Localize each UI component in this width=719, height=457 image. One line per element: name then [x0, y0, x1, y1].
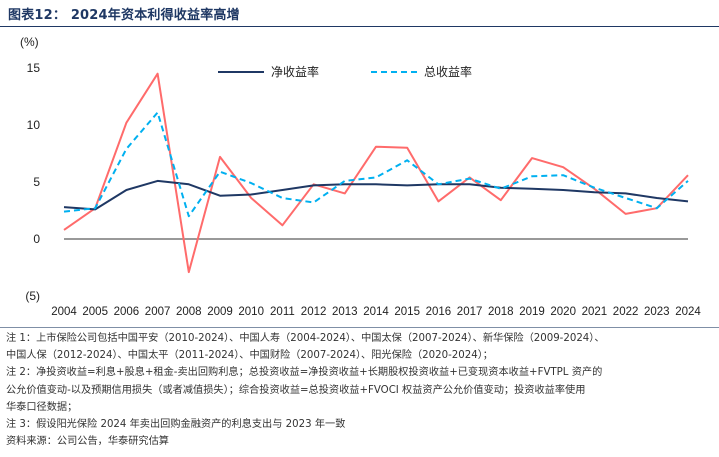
x-tick-label: 2021 [582, 306, 608, 318]
figure-title: 图表12： 2024年资本利得收益率高增 [8, 8, 240, 23]
series-line-0 [63, 179, 689, 211]
series-line-2 [63, 72, 689, 274]
x-tick-label: 2019 [519, 306, 545, 318]
note-line: 华泰口径数据； [6, 401, 78, 413]
x-tick-label: 2007 [145, 306, 171, 318]
note-line: 公允价值变动-以及预期信用损失（或者减值损失）；综合投资收益=总投资收益+FVO… [6, 384, 586, 396]
x-tick-label: 2023 [644, 306, 670, 318]
x-tick-label: 2006 [114, 306, 140, 318]
note-line: 注 1：上市保险公司包括中国平安（2010-2024）、中国人寿（2004-20… [6, 333, 605, 344]
note-line: 注 3：假设阳光保险 2024 年卖出回购金融资产的利息支出与 2023 年一致 [6, 419, 346, 431]
x-tick-label: 2014 [363, 306, 389, 318]
x-tick-label: 2016 [426, 306, 452, 318]
x-tick-label: 2004 [51, 306, 77, 318]
x-tick-label: 2024 [675, 306, 701, 318]
y-tick-label: (5) [25, 289, 40, 303]
y-tick-label: 0 [33, 232, 40, 246]
y-tick-label: 5 [33, 175, 40, 189]
x-tick-label: 2008 [176, 306, 202, 318]
y-axis-labels: 15 10 5 0 (5) [25, 61, 40, 303]
y-axis-unit-label: (%) [20, 35, 39, 49]
legend: 净收益率 总收益率 [218, 64, 472, 79]
x-tick-label: 2015 [394, 306, 420, 318]
source-line: 资料来源：公司公告，华泰研究估算 [6, 436, 169, 448]
notes-divider [0, 327, 719, 328]
x-tick-label: 2022 [613, 306, 639, 318]
title-divider [0, 26, 719, 27]
x-tick-label: 2017 [457, 306, 483, 318]
x-tick-label: 2013 [332, 306, 358, 318]
x-tick-label: 2012 [301, 306, 327, 318]
x-tick-label: 2018 [488, 306, 514, 318]
x-tick-label: 2011 [270, 306, 295, 318]
series-layer [63, 72, 689, 274]
legend-label-1: 总收益率 [424, 64, 472, 79]
note-line: 中国人保（2012-2024）、中国太平（2011-2024）、中国财险（200… [6, 350, 493, 362]
x-tick-label: 2020 [550, 306, 576, 318]
y-tick-label: 15 [27, 61, 41, 75]
note-line: 注 2：净投资收益=利息+股息+租金-卖出回购利息；总投资收益=净投资收益+长期… [6, 367, 603, 379]
x-axis-labels: 2004 2005 2006 2007 2008 2009 2010 2011 2012 2013… [51, 306, 701, 318]
x-tick-label: 2009 [207, 306, 233, 318]
notes-block: 注 1：上市保险公司包括中国平安（2010-2024）、中国人寿（2004-20… [6, 330, 716, 450]
x-tick-label: 2010 [238, 306, 264, 318]
series-line-1 [63, 111, 689, 218]
legend-label-0: 净收益率 [271, 64, 319, 79]
x-tick-label: 2005 [82, 306, 108, 318]
y-tick-label: 10 [27, 118, 41, 132]
